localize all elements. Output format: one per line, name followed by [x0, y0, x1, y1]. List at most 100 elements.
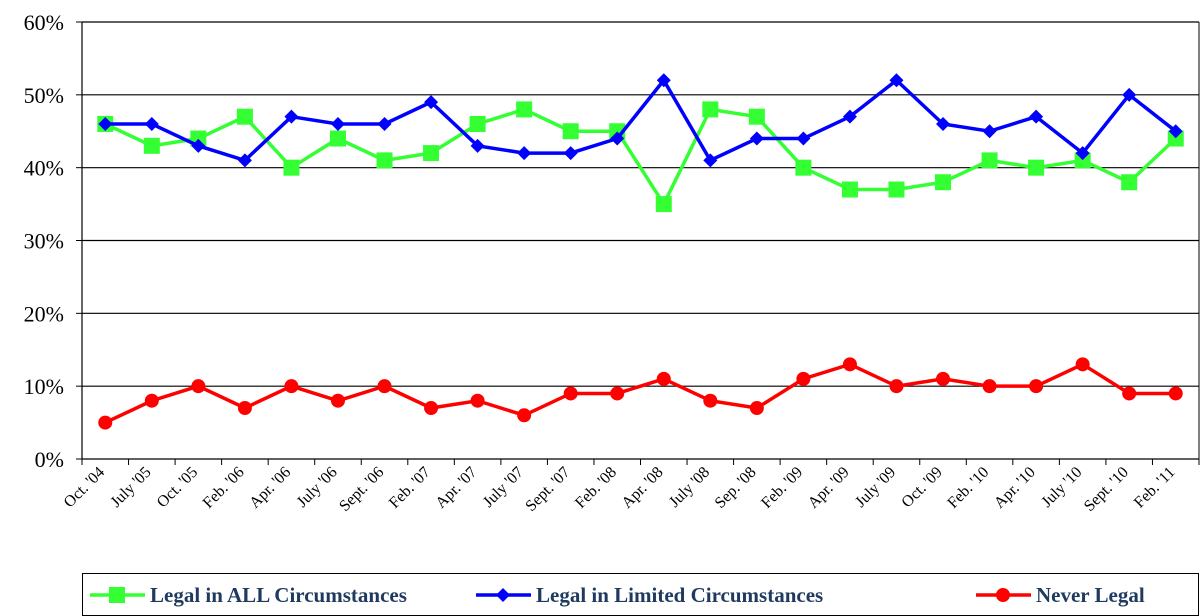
y-tick-label: 10%: [24, 374, 64, 399]
marker: [1029, 379, 1044, 394]
marker: [610, 131, 625, 146]
legend-label: Legal in Limited Circumstances: [536, 583, 823, 607]
x-tick-label: Feb. '11: [1131, 464, 1179, 512]
x-tick-label: July '07: [480, 464, 527, 511]
marker: [1168, 386, 1183, 401]
legend-item: Never Legal: [976, 583, 1145, 607]
y-tick-label: 30%: [24, 229, 64, 254]
x-tick-label: Apr. '08: [619, 464, 667, 512]
marker: [1168, 124, 1183, 139]
marker: [841, 181, 858, 198]
x-tick-label: Apr. '09: [805, 464, 853, 512]
x-tick-label: July '09: [852, 464, 899, 511]
marker: [749, 131, 764, 146]
marker: [981, 152, 998, 169]
marker: [377, 116, 392, 131]
marker: [376, 152, 393, 169]
marker: [1122, 87, 1137, 102]
marker: [935, 174, 952, 191]
x-tick-label: Oct. '04: [61, 464, 108, 511]
x-tick-label: Feb. '10: [944, 464, 992, 512]
marker: [796, 131, 811, 146]
x-tick-label: July '06: [294, 464, 341, 511]
legend-label: Never Legal: [1036, 583, 1145, 607]
marker: [283, 159, 300, 176]
legend-item: Legal in ALL Circumstances: [90, 583, 407, 607]
marker: [563, 386, 578, 401]
y-tick-label: 60%: [24, 10, 64, 35]
x-tick-label: Apr. '10: [991, 464, 1039, 512]
marker: [996, 588, 1010, 602]
x-tick-label: Sept. '10: [1081, 464, 1132, 515]
x-tick-label: Apr. '06: [246, 464, 294, 512]
marker: [470, 138, 485, 153]
marker: [562, 123, 579, 140]
marker: [936, 116, 951, 131]
series-line: [105, 77, 1177, 163]
marker: [143, 137, 160, 154]
marker: [98, 116, 113, 131]
x-tick-label: Oct. '05: [154, 464, 201, 511]
marker: [888, 181, 905, 198]
x-tick-label: Feb. '09: [758, 464, 806, 512]
marker: [98, 415, 113, 430]
series: [98, 357, 1183, 430]
marker: [1167, 130, 1184, 147]
x-tick-label: July '05: [108, 464, 155, 511]
x-tick-label: Sept. '07: [522, 464, 573, 515]
marker: [423, 145, 440, 162]
marker: [795, 159, 812, 176]
marker: [191, 138, 206, 153]
marker: [469, 115, 486, 132]
x-tick-label: Apr. '07: [432, 464, 480, 512]
marker: [749, 401, 764, 416]
marker: [1075, 146, 1090, 161]
y-tick-label: 0%: [35, 447, 64, 472]
marker: [517, 408, 532, 423]
marker: [496, 588, 510, 602]
marker: [655, 196, 672, 213]
marker: [842, 357, 857, 372]
y-tick-label: 40%: [24, 156, 64, 181]
marker: [191, 379, 206, 394]
marker: [748, 108, 765, 125]
series: [97, 101, 1184, 213]
marker: [1028, 159, 1045, 176]
marker: [610, 386, 625, 401]
series: [98, 73, 1183, 168]
x-tick-label: Feb. '08: [572, 464, 620, 512]
marker: [656, 371, 671, 386]
marker: [330, 393, 345, 408]
marker: [703, 153, 718, 168]
marker: [1074, 152, 1091, 169]
marker: [936, 371, 951, 386]
y-tick-label: 50%: [24, 83, 64, 108]
marker: [424, 401, 439, 416]
marker: [842, 109, 857, 124]
marker: [237, 401, 252, 416]
marker: [1122, 386, 1137, 401]
marker: [982, 379, 997, 394]
marker: [330, 116, 345, 131]
marker: [982, 124, 997, 139]
legend-label: Legal in ALL Circumstances: [150, 583, 407, 607]
series-line: [104, 362, 1176, 425]
marker: [563, 146, 578, 161]
marker: [517, 146, 532, 161]
marker: [329, 130, 346, 147]
x-tick-label: Feb. '06: [200, 464, 248, 512]
marker: [284, 379, 299, 394]
marker: [424, 95, 439, 110]
x-tick-label: Sept. '06: [336, 464, 387, 515]
marker: [470, 393, 485, 408]
marker: [889, 73, 904, 88]
marker: [702, 101, 719, 118]
marker: [516, 101, 533, 118]
legend-item: Legal in Limited Circumstances: [476, 583, 823, 607]
marker: [236, 108, 253, 125]
marker: [1029, 109, 1044, 124]
marker: [1075, 357, 1090, 372]
marker: [796, 371, 811, 386]
marker: [889, 379, 904, 394]
x-tick-label: July '08: [666, 464, 713, 511]
